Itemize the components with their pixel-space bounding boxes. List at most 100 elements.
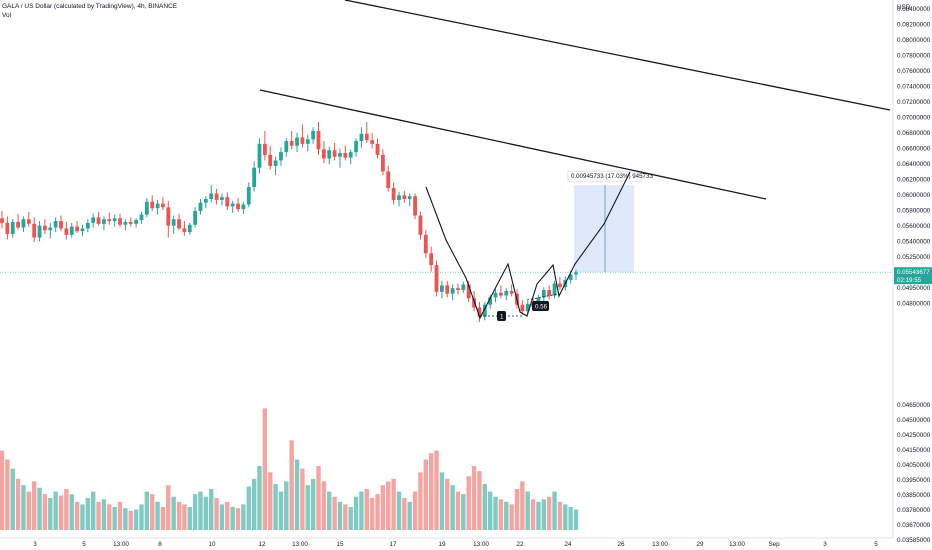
- measure-box: [574, 185, 634, 272]
- volume-bar: [166, 485, 171, 530]
- volume-bar: [364, 489, 369, 530]
- x-tick-label: 13:00: [729, 541, 745, 548]
- y-tick-label: 0.03950000: [897, 477, 931, 484]
- volume-bar: [477, 471, 482, 530]
- x-tick-label: Sep: [768, 541, 780, 548]
- candle-body: [230, 203, 235, 207]
- volume-bar: [353, 496, 359, 530]
- candle-body: [445, 285, 450, 294]
- volume-bar: [348, 506, 353, 530]
- volume-bar: [343, 504, 348, 530]
- candle-body: [397, 195, 401, 200]
- volume-bar: [471, 466, 477, 530]
- x-tick-label: 29: [696, 541, 704, 548]
- candle-body: [268, 154, 273, 166]
- candle-body: [289, 141, 294, 146]
- x-tick-label: 15: [336, 541, 344, 548]
- candle-body: [75, 226, 80, 232]
- candle-body: [236, 203, 240, 210]
- volume-label[interactable]: Vol: [2, 12, 12, 19]
- volume-bar: [541, 499, 547, 530]
- candle-body: [327, 150, 332, 159]
- volume-bar: [139, 504, 144, 530]
- volume-bar: [423, 459, 428, 530]
- candle-body: [128, 221, 133, 224]
- volume-bar: [80, 504, 85, 530]
- volume-bar: [552, 491, 557, 530]
- y-tick-label: 0.07600000: [897, 68, 931, 75]
- y-tick-label: 0.06000000: [897, 192, 931, 199]
- volume-bar: [15, 478, 21, 530]
- candle-body: [21, 219, 26, 228]
- volume-bar: [101, 499, 107, 530]
- y-tick-label: 0.06600000: [897, 146, 931, 153]
- volume-bar: [445, 478, 450, 530]
- volume-bar: [402, 498, 407, 530]
- candle-body: [332, 150, 337, 157]
- y-tick-label: 0.05600000: [897, 223, 931, 230]
- volume-bar: [407, 501, 412, 530]
- candle-body: [413, 196, 417, 216]
- candle-body: [102, 219, 106, 224]
- volume-bar: [182, 504, 187, 530]
- volume-bar: [573, 509, 579, 530]
- volume-bar: [391, 478, 396, 530]
- candle-body: [43, 225, 47, 231]
- candle-body: [112, 218, 117, 222]
- candle-body: [225, 197, 230, 207]
- volume-bar: [321, 481, 327, 530]
- volume-bar: [536, 501, 541, 530]
- candle-body: [509, 290, 514, 294]
- y-tick-label: 0.06400000: [897, 161, 931, 168]
- volume-bar: [289, 440, 294, 530]
- candle-body: [407, 196, 412, 199]
- volume-bar: [123, 508, 128, 530]
- volume-bar: [359, 491, 364, 530]
- candle-body: [214, 193, 219, 200]
- symbol-title[interactable]: GALA / US Dollar (calculated by TradingV…: [2, 3, 178, 10]
- volume-bar: [386, 481, 391, 530]
- volume-bar: [412, 491, 418, 530]
- candle-body: [477, 307, 482, 317]
- volume-bar: [268, 472, 273, 530]
- volume-bar: [26, 491, 32, 530]
- volume-bar: [144, 491, 150, 530]
- candle-body: [257, 143, 262, 168]
- volume-bar: [64, 489, 69, 530]
- x-tick-label: 19: [438, 541, 446, 548]
- candle-body: [59, 221, 63, 229]
- candle-body: [37, 225, 42, 238]
- candle-body: [359, 133, 364, 142]
- volume-bar: [58, 495, 64, 530]
- pattern-label-one: 1: [500, 314, 504, 321]
- candle-body: [26, 219, 31, 224]
- candle-body: [391, 187, 396, 200]
- volume-bar: [568, 506, 573, 530]
- volume-bar: [53, 491, 58, 530]
- volume-bar: [235, 508, 241, 530]
- candle-body: [498, 292, 503, 296]
- volume-bar: [160, 506, 166, 530]
- candle-body: [118, 218, 122, 225]
- candle-body: [375, 143, 380, 155]
- candle-body: [295, 137, 299, 146]
- volume-bar: [520, 481, 525, 530]
- candle-body: [262, 143, 267, 155]
- volume-bar: [375, 494, 380, 530]
- volume-bar: [530, 499, 536, 530]
- volume-bar: [10, 468, 15, 530]
- volume-bar: [498, 499, 504, 530]
- volume-bar: [310, 478, 316, 530]
- candle-body: [80, 228, 85, 232]
- candle-body: [198, 202, 203, 211]
- x-tick-label: 8: [158, 541, 162, 548]
- volume-bar: [466, 476, 471, 530]
- volume-bar: [428, 453, 434, 530]
- volume-bar: [482, 483, 488, 530]
- candle-body: [139, 214, 144, 221]
- volume-bar: [461, 494, 466, 530]
- volume-bar: [455, 491, 461, 530]
- candle-body: [461, 284, 466, 291]
